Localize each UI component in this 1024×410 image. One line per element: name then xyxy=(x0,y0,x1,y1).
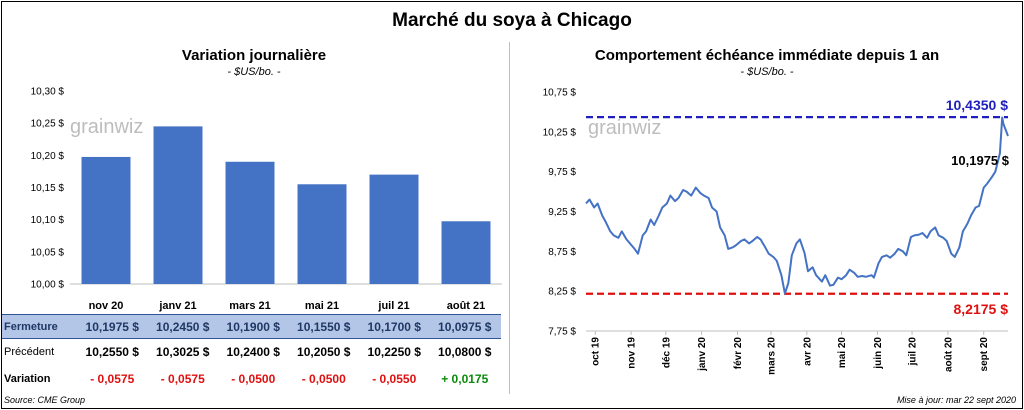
variation-value: - 0,0550 xyxy=(372,371,417,386)
bar xyxy=(441,221,491,284)
main-title: Marché du soya à Chicago xyxy=(392,10,632,31)
close-value: 10,1550 $ xyxy=(297,319,351,334)
x-tick-label: déc 19 xyxy=(661,337,672,369)
y-tick-label: 8,25 $ xyxy=(548,287,576,298)
table-row-previous: Précédent 10,2550 $ 10,3025 $ 10,2400 $ … xyxy=(2,340,501,363)
left-panel-title: Variation journalière xyxy=(181,47,327,64)
watermark-logo: grainwiz xyxy=(588,117,661,139)
row-label-close: Fermeture xyxy=(4,320,58,333)
y-tick-label: 10,75 $ xyxy=(543,88,577,99)
previous-value: 10,3025 $ xyxy=(156,344,210,359)
y-tick-label: 10,25 $ xyxy=(543,127,577,138)
bar xyxy=(369,174,419,284)
max-value-label: 10,4350 $ xyxy=(946,97,1008,113)
row-label-previous: Précédent xyxy=(4,345,55,358)
x-category-label: juil 21 xyxy=(377,300,409,312)
close-value: 10,0975 $ xyxy=(438,319,492,334)
x-tick-label: nov 19 xyxy=(627,337,638,369)
row-label-variation: Variation xyxy=(4,372,51,385)
y-tick-label: 10,00 $ xyxy=(31,280,65,291)
x-category-label: août 21 xyxy=(447,300,486,312)
variation-value: - 0,0500 xyxy=(231,371,276,386)
right-panel-title: Comportement échéance immédiate depuis 1… xyxy=(594,47,940,64)
y-tick-label: 8,75 $ xyxy=(548,247,576,258)
previous-value: 10,2550 $ xyxy=(85,344,139,359)
y-tick-label: 10,30 $ xyxy=(31,87,65,98)
y-tick-label: 10,05 $ xyxy=(31,247,65,258)
bar xyxy=(225,161,275,284)
update-date: Mise à jour: mar 22 sept 2020 xyxy=(896,395,1016,405)
x-tick-label: juil 20 xyxy=(908,337,919,367)
bar xyxy=(81,156,131,284)
left-panel-subtitle: - $US/bo. - xyxy=(227,66,281,78)
one-year-line-chart: 7,75 $ 8,25 $ 8,75 $ 9,25 $ 9,75 $ 10,25 $ 10,… xyxy=(543,88,1010,375)
x-tick-label: avr 20 xyxy=(802,337,813,366)
close-value: 10,2450 $ xyxy=(156,319,210,334)
x-tick-label: mars 20 xyxy=(766,337,777,375)
previous-value: 10,0800 $ xyxy=(438,344,492,359)
bar xyxy=(297,184,347,284)
x-category-label: nov 20 xyxy=(89,300,124,312)
x-tick-label: août 20 xyxy=(943,337,954,372)
close-value: 10,1900 $ xyxy=(226,319,280,334)
x-tick-label: sept 20 xyxy=(979,337,990,372)
previous-value: 10,2400 $ xyxy=(226,344,280,359)
variation-value: - 0,0500 xyxy=(301,371,346,386)
x-tick-label: oct 19 xyxy=(591,337,602,366)
source-note: Source: CME Group xyxy=(4,395,86,405)
watermark-logo: grainwiz xyxy=(70,116,143,138)
variation-value: - 0,0575 xyxy=(160,371,205,386)
price-series-line xyxy=(585,116,1009,295)
panel-divider xyxy=(509,42,510,394)
variation-value: - 0,0575 xyxy=(90,371,135,386)
variation-value: + 0,0175 xyxy=(441,371,489,386)
previous-value: 10,2050 $ xyxy=(297,344,351,359)
close-value: 10,1700 $ xyxy=(367,319,421,334)
x-category-label: janv 21 xyxy=(158,300,196,312)
y-tick-label: 9,75 $ xyxy=(548,167,576,178)
table-row-close: Fermeture 10,1975 $ 10,2450 $ 10,1900 $ … xyxy=(2,314,501,339)
bar xyxy=(153,126,203,284)
close-value: 10,1975 $ xyxy=(85,319,139,334)
y-tick-label: 10,15 $ xyxy=(31,183,65,194)
x-tick-label: janv 20 xyxy=(697,337,708,372)
y-tick-label: 9,25 $ xyxy=(548,207,576,218)
last-value-label: 10,1975 $ xyxy=(951,153,1010,168)
y-tick-label: 7,75 $ xyxy=(548,327,576,338)
y-tick-label: 10,25 $ xyxy=(31,119,65,130)
x-category-label: mars 21 xyxy=(229,300,271,312)
x-tick-label: mai 20 xyxy=(837,337,848,369)
min-value-label: 8,2175 $ xyxy=(954,301,1009,317)
x-category-label: mai 21 xyxy=(305,300,339,312)
x-tick-label: févr 20 xyxy=(733,337,744,370)
y-tick-label: 10,10 $ xyxy=(31,215,65,226)
y-tick-label: 10,20 $ xyxy=(31,151,65,162)
previous-value: 10,2250 $ xyxy=(367,344,421,359)
right-panel-subtitle: - $US/bo. - xyxy=(740,66,794,78)
x-tick-label: juin 20 xyxy=(873,337,884,370)
table-row-variation: Variation - 0,0575 - 0,0575 - 0,0500 - 0… xyxy=(2,367,501,390)
daily-variation-bar-chart: 10,00 $ 10,05 $ 10,10 $ 10,15 $ 10,20 $ 10,25… xyxy=(31,87,502,312)
